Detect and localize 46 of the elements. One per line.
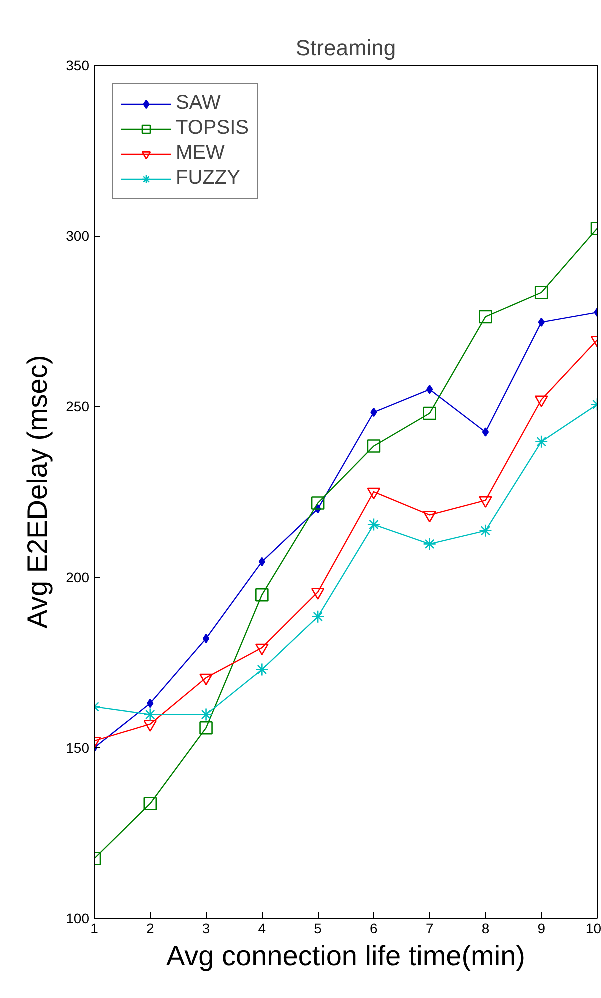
point <box>423 406 436 420</box>
point <box>258 557 266 567</box>
y-tick-label: 100 <box>66 910 90 926</box>
x-tick-label: 7 <box>426 920 434 936</box>
point <box>200 708 213 722</box>
x-tick-label: 2 <box>146 920 154 936</box>
x-axis-title: Avg connection life time(min) <box>166 940 526 972</box>
x-tick-label: 3 <box>202 920 210 936</box>
point <box>202 634 210 644</box>
y-tick-label: 200 <box>66 569 90 586</box>
point <box>482 428 490 437</box>
y-tick-label: 350 <box>66 58 90 74</box>
x-tick-label: 9 <box>538 920 546 936</box>
point <box>423 538 436 551</box>
x-tick-label: 1 <box>90 920 99 936</box>
point <box>534 286 548 300</box>
x-tick-label: 10 <box>586 920 601 936</box>
point <box>200 721 213 735</box>
legend-label: TOPSIS <box>176 117 249 140</box>
point <box>370 408 378 418</box>
point <box>479 524 492 538</box>
point <box>426 384 434 394</box>
y-tick-label: 300 <box>66 228 90 244</box>
point <box>256 588 269 602</box>
y-tick-label: 250 <box>66 398 90 415</box>
point <box>144 797 158 811</box>
y-tick-label: 150 <box>66 740 90 756</box>
point <box>534 435 548 448</box>
y-axis-title: Avg E2EDelay (msec) <box>22 355 54 629</box>
point <box>256 663 269 676</box>
point <box>367 518 381 532</box>
legend-label: FUZZY <box>176 167 240 190</box>
x-tick-label: 6 <box>370 920 378 936</box>
x-tick-label: 4 <box>258 920 266 936</box>
x-tick-label: 8 <box>482 920 490 936</box>
point <box>144 708 158 722</box>
chart-title: Streaming <box>296 36 396 60</box>
legend-label: SAW <box>176 92 221 115</box>
point <box>367 440 381 453</box>
legend-label: MEW <box>176 142 225 165</box>
point <box>147 698 154 708</box>
point <box>311 496 325 510</box>
point <box>311 610 325 624</box>
point <box>479 310 492 324</box>
point <box>538 318 545 328</box>
x-tick-label: 5 <box>314 920 322 936</box>
